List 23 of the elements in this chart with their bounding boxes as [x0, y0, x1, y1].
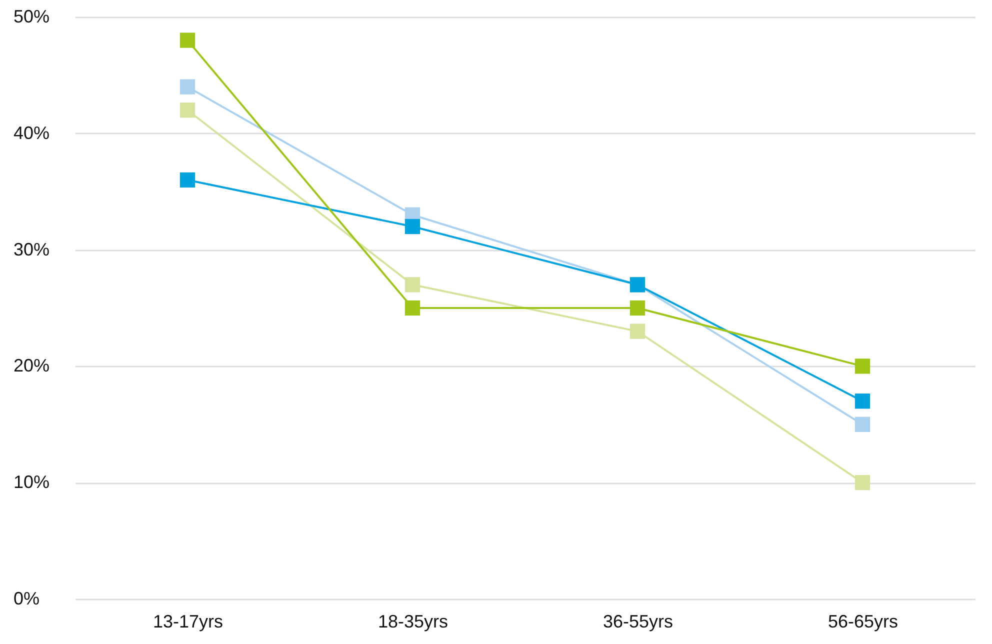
point [404, 277, 420, 292]
y-tick-label: 10% [14, 472, 50, 492]
y-tick-label: 20% [14, 356, 50, 376]
point [630, 324, 646, 339]
x-tick-label: 18-35yrs [378, 612, 448, 632]
y-tick-label: 40% [14, 122, 50, 143]
point [180, 32, 196, 48]
y-tick-label: 50% [14, 6, 50, 26]
point [854, 394, 870, 409]
point [404, 300, 420, 316]
x-tick-label: 56-65yrs [828, 612, 898, 632]
point [854, 416, 870, 432]
y-tick-label: 0% [14, 588, 40, 608]
x-tick-label: 36-55yrs [602, 612, 674, 632]
point [180, 79, 196, 94]
point [180, 102, 196, 118]
point [180, 172, 196, 188]
point [630, 300, 646, 316]
point [404, 218, 420, 234]
point [854, 475, 870, 490]
point [854, 358, 870, 374]
x-tick-label: 13-17yrs [152, 612, 224, 632]
y-tick-label: 30% [14, 239, 50, 260]
